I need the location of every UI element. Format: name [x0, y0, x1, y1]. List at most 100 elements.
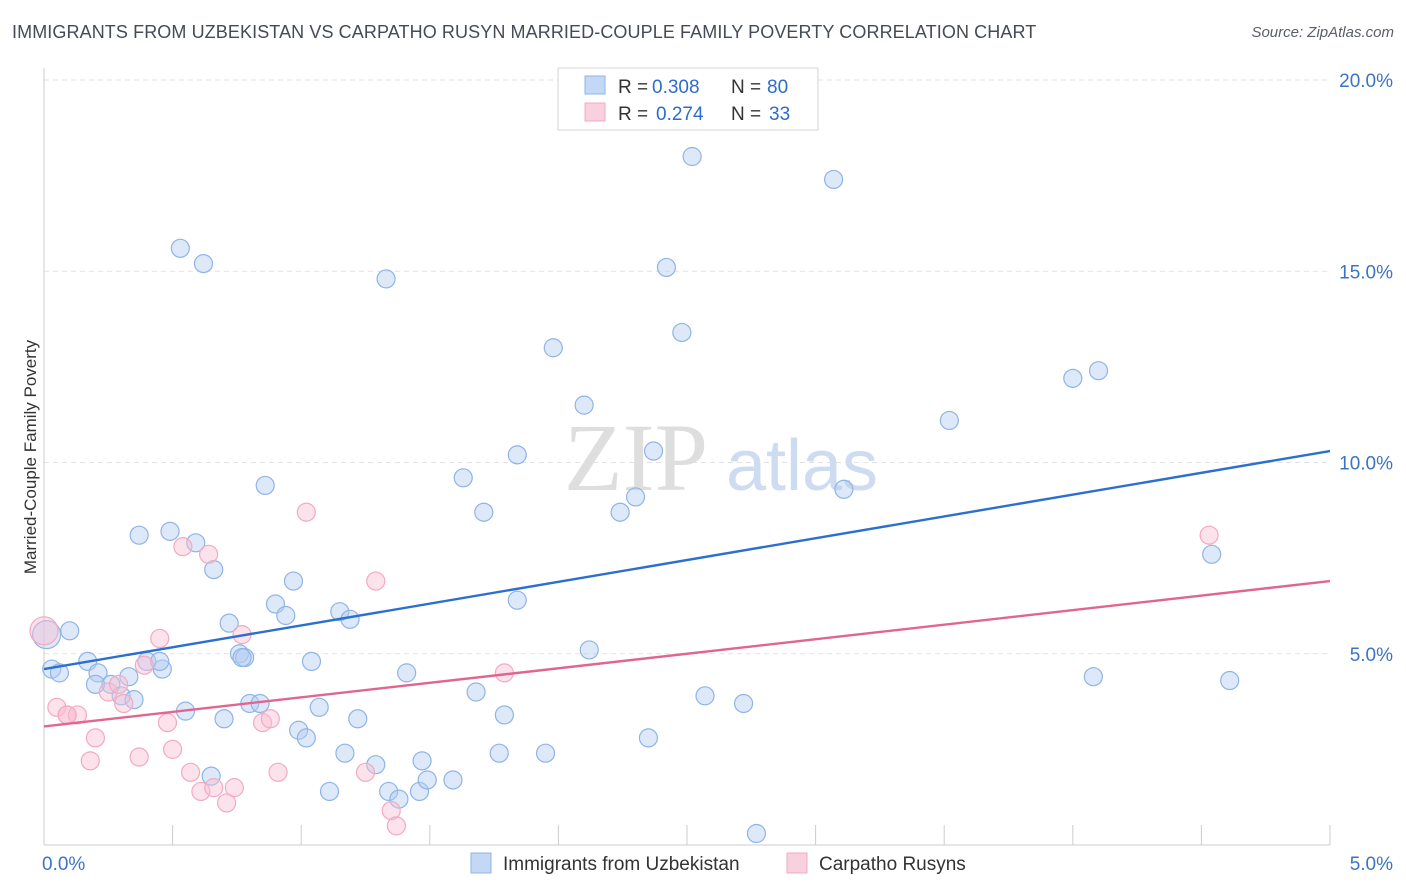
y-tick-label-0: 5.0%: [1350, 645, 1393, 666]
series-0-point-38: [366, 755, 386, 775]
series-0-point-19: [214, 709, 234, 729]
series-1-point-17: [199, 544, 219, 564]
series-0-point-15: [186, 533, 206, 553]
y-tick-label-1: 10.0%: [1339, 454, 1393, 475]
series-0-point-7: [111, 686, 131, 706]
legend-n-value-2: 33: [769, 104, 790, 125]
series-1-point-1: [47, 697, 67, 717]
series-1-point-18: [204, 778, 224, 798]
series-1-point-3: [67, 705, 88, 725]
series-0-point-69: [834, 479, 854, 499]
series-0-point-68: [824, 169, 844, 190]
legend-swatch-rusyn: [584, 102, 606, 122]
series-1-point-24: [268, 762, 288, 782]
series-0-point-42: [397, 663, 417, 683]
grid-lines: [44, 79, 1330, 655]
axes: [43, 68, 1331, 846]
legend-series: Immigrants from Uzbekistan Carpatho Rusy…: [470, 852, 966, 875]
series-0-point-62: [656, 257, 677, 278]
series-0-point-9: [129, 525, 149, 545]
series-0-point-34: [330, 602, 350, 622]
series-0-point-55: [543, 338, 563, 358]
series-1-point-7: [108, 674, 129, 694]
series-0-point-58: [610, 502, 630, 522]
data-points: [29, 146, 1240, 844]
watermark: ZIP atlas: [564, 404, 878, 511]
series-0-point-56: [574, 395, 594, 415]
series-1-point-4: [80, 751, 100, 771]
series-0-point-48: [466, 682, 486, 702]
series-0-point-29: [289, 720, 309, 740]
series-0-point-39: [376, 269, 396, 289]
series-1-point-6: [98, 682, 118, 702]
series-0-point-60: [638, 728, 659, 748]
legend-series-swatch-rusyn: [786, 852, 808, 874]
series-0-point-54: [535, 743, 556, 763]
series-0-point-44: [412, 751, 432, 771]
series-0-point-32: [309, 697, 329, 717]
y-tick-label-2: 15.0%: [1339, 262, 1393, 283]
series-0-point-57: [579, 640, 599, 660]
series-0-point-37: [348, 709, 368, 729]
series-0-point-78: [150, 651, 170, 672]
legend-stats: R = 0.308 N = 80 R = 0.274 N = 33: [557, 67, 819, 131]
series-0-point-31: [301, 651, 322, 672]
legend-series-swatch-uzbekistan: [470, 852, 492, 874]
series-0-point-71: [1063, 368, 1083, 388]
series-0-point-25: [255, 475, 275, 496]
series-1-point-8: [114, 693, 134, 714]
series-1-point-9: [129, 747, 149, 767]
legend-r-value-2: 0.274: [656, 104, 704, 125]
series-1-point-5: [85, 728, 106, 748]
series-0-point-40: [379, 781, 399, 802]
series-1-point-23: [260, 709, 280, 729]
series-1-point-13: [163, 739, 183, 759]
series-1-point-29: [386, 816, 406, 836]
series-0-point-59: [625, 487, 646, 507]
series-0-point-75: [1220, 670, 1240, 691]
legend-swatch-uzbekistan: [584, 75, 606, 95]
y-tick-label-3: 20.0%: [1339, 71, 1393, 92]
series-0-point-77: [232, 647, 252, 668]
series-0-point-79: [124, 690, 144, 710]
legend-r-label-1: R =: [618, 77, 648, 98]
series-0-point-28: [283, 571, 304, 591]
x-tick-label-0: 0.0%: [42, 854, 85, 875]
series-0-point-50: [489, 743, 509, 763]
legend-n-label-2: N =: [731, 104, 761, 125]
trend-lines: [43, 449, 1331, 728]
series-1-point-0: [29, 616, 59, 646]
series-0-point-46: [443, 770, 463, 790]
series-0-point-20: [219, 613, 239, 633]
series-0-point-30: [296, 728, 316, 748]
source-label: Source: ZipAtlas.com: [1251, 24, 1394, 41]
watermark-atlas: atlas: [726, 426, 878, 506]
series-0-point-35: [335, 743, 355, 763]
series-0-point-70: [939, 410, 959, 431]
legend-r-value-1: 0.308: [652, 77, 700, 98]
series-0-point-13: [170, 238, 190, 258]
trend-line-0: [43, 449, 1331, 671]
series-1-point-20: [224, 778, 244, 798]
series-1-point-31: [1199, 525, 1219, 545]
tick-labels: 5.0% 10.0% 15.0% 20.0% 0.0% 5.0%: [42, 71, 1393, 875]
series-1-point-16: [191, 781, 211, 802]
trend-line-1: [43, 579, 1331, 728]
series-0-point-33: [319, 781, 340, 802]
series-0-point-16: [193, 254, 214, 274]
series-0-point-45: [417, 770, 437, 790]
legend-n-label-1: N =: [731, 77, 761, 98]
legend-n-value-1: 80: [767, 77, 788, 98]
series-0-point-49: [474, 502, 494, 522]
series-1-point-12: [157, 712, 178, 733]
watermark-zip: ZIP: [564, 404, 708, 511]
series-0-point-66: [733, 693, 754, 714]
series-0-point-72: [1083, 667, 1103, 687]
series-1-point-27: [366, 571, 386, 591]
series-1-point-26: [355, 762, 376, 782]
series-1-points: [29, 502, 1219, 836]
series-0-point-43: [409, 781, 430, 802]
series-0-point-12: [160, 521, 180, 541]
series-0-point-47: [453, 468, 473, 488]
